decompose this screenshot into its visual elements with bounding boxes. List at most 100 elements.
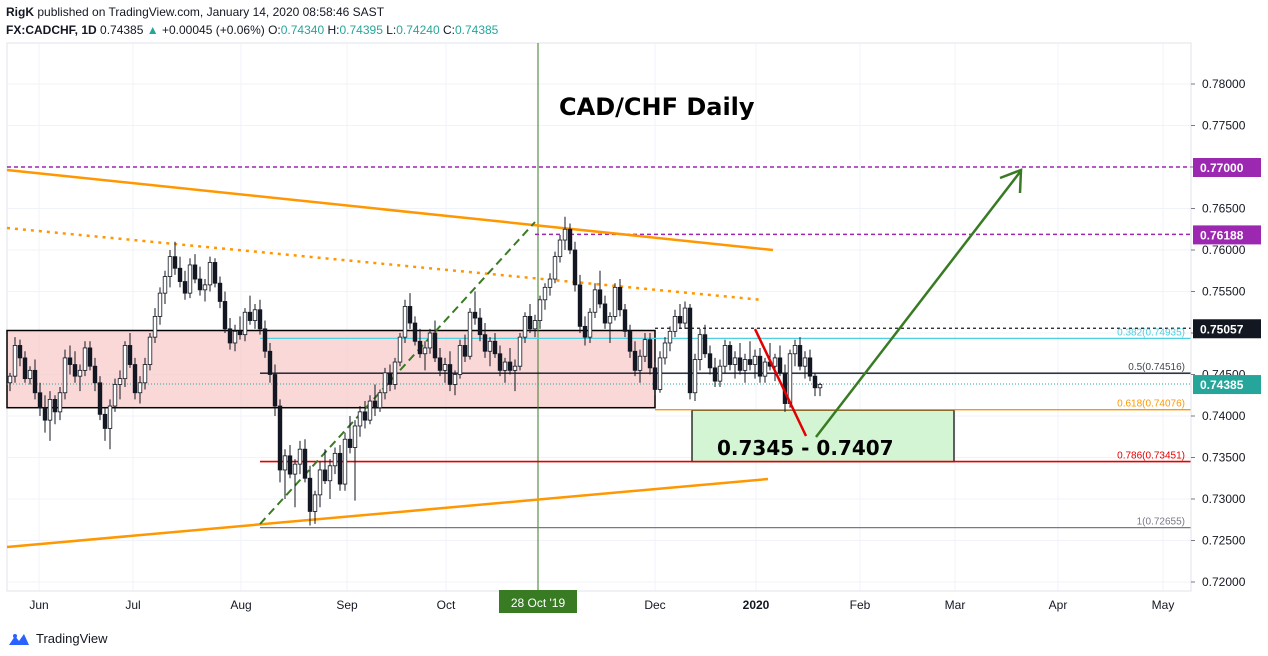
x-tick-label: Feb	[850, 598, 871, 612]
x-tick-label: Aug	[230, 598, 251, 612]
candle-body	[172, 256, 178, 269]
ascending-trendline	[6, 477, 769, 549]
candle-body	[17, 345, 23, 359]
candle-body	[327, 465, 333, 482]
green-arrow-head-icon	[999, 168, 1023, 194]
candle-body	[607, 315, 613, 324]
candle-body	[42, 407, 48, 421]
candle-body	[747, 359, 753, 365]
candle-body	[222, 301, 228, 330]
candle-body	[592, 289, 598, 313]
candle-body	[97, 382, 103, 415]
candle-body	[112, 384, 118, 407]
candle-body	[62, 357, 68, 394]
candle-body	[487, 340, 493, 352]
price-tag	[1193, 158, 1261, 177]
candle-body	[102, 413, 108, 429]
candle-body	[272, 374, 278, 407]
candle-body	[532, 320, 538, 330]
candle-body	[672, 315, 678, 332]
candle-body	[52, 398, 58, 413]
brand-name: TradingView	[36, 631, 108, 646]
candle-body	[457, 345, 463, 375]
publish-info: RigK published on TradingView.com, Janua…	[6, 5, 384, 19]
candle-body	[737, 357, 743, 371]
candle-body	[12, 345, 18, 377]
fib-label-1: 1(0.72655)	[1137, 517, 1185, 528]
candle-body	[432, 332, 438, 359]
x-tick-label: Jul	[125, 598, 140, 612]
low-value: 0.74240	[396, 23, 440, 37]
candle-body	[517, 336, 523, 367]
candle-body	[577, 284, 583, 327]
range-zone	[6, 329, 656, 409]
candle-body	[527, 315, 533, 330]
open-label: O:	[268, 23, 281, 37]
candle-body	[717, 365, 723, 382]
candle-body	[637, 355, 643, 371]
candle-body	[347, 438, 353, 448]
overlays: CAD/CHF Daily 0.7345 - 0.7407	[559, 93, 1023, 460]
candle-body	[727, 345, 733, 365]
price-tag	[1193, 319, 1261, 339]
candle-body	[287, 455, 293, 475]
candle-body	[342, 438, 348, 485]
candle-body	[232, 330, 238, 344]
descending-trendline	[6, 168, 774, 252]
candle-body	[677, 315, 683, 324]
x-tick-label: Jun	[29, 598, 48, 612]
candle-body	[772, 357, 778, 367]
green-arrow-line	[815, 171, 1021, 438]
candle-body	[762, 361, 768, 377]
close-label: C:	[442, 23, 455, 37]
y-tick-label: 0.76000	[1202, 243, 1246, 257]
tradingview-brand[interactable]: TradingView	[8, 631, 108, 646]
candle-body	[647, 339, 653, 369]
candle-body	[427, 332, 433, 349]
candle-body	[382, 372, 388, 394]
candle-body	[562, 228, 568, 241]
candle-body	[197, 278, 203, 291]
fib-label-0.382: 0.382(0.74935)	[1117, 327, 1185, 338]
candle-body	[317, 469, 323, 496]
candle-body	[157, 292, 163, 317]
candle-body	[57, 392, 63, 413]
candle-body	[352, 425, 358, 448]
candle-body	[92, 365, 98, 384]
candle-body	[252, 309, 258, 321]
candle-body	[167, 256, 173, 277]
candle-body	[132, 364, 138, 394]
candle-body	[652, 367, 658, 390]
candle-body	[247, 311, 253, 321]
y-tick-label: 0.72000	[1202, 575, 1246, 589]
candle-body	[482, 334, 488, 352]
candle-body	[702, 334, 708, 355]
x-tick-label: May	[1152, 598, 1175, 612]
low-label: L:	[386, 23, 397, 37]
candle-body	[227, 328, 233, 344]
candle-body	[357, 411, 363, 427]
publisher-name[interactable]: RigK	[6, 5, 34, 19]
candle-body	[557, 239, 563, 258]
y-tick-label: 0.78000	[1202, 77, 1246, 91]
candle-body	[572, 249, 578, 286]
candle-body	[567, 228, 573, 251]
candle-body	[367, 400, 373, 421]
y-tick-label: 0.77500	[1202, 119, 1246, 133]
candle-body	[617, 286, 623, 311]
symbol-label[interactable]: FX:CADCHF, 1D	[6, 23, 97, 37]
candle-body	[667, 330, 673, 344]
candle-body	[107, 405, 113, 429]
candle-body	[582, 325, 588, 338]
candle-body	[72, 364, 78, 377]
x-tick-label: 2020	[743, 598, 770, 612]
candle-body	[462, 345, 468, 357]
candle-body	[612, 286, 618, 317]
candle-body	[452, 374, 458, 385]
y-tick-label: 0.74000	[1202, 409, 1246, 423]
candle-body	[47, 398, 53, 421]
candle-body	[237, 330, 243, 336]
candle-body	[142, 364, 148, 384]
y-tick-label: 0.72500	[1202, 534, 1246, 548]
